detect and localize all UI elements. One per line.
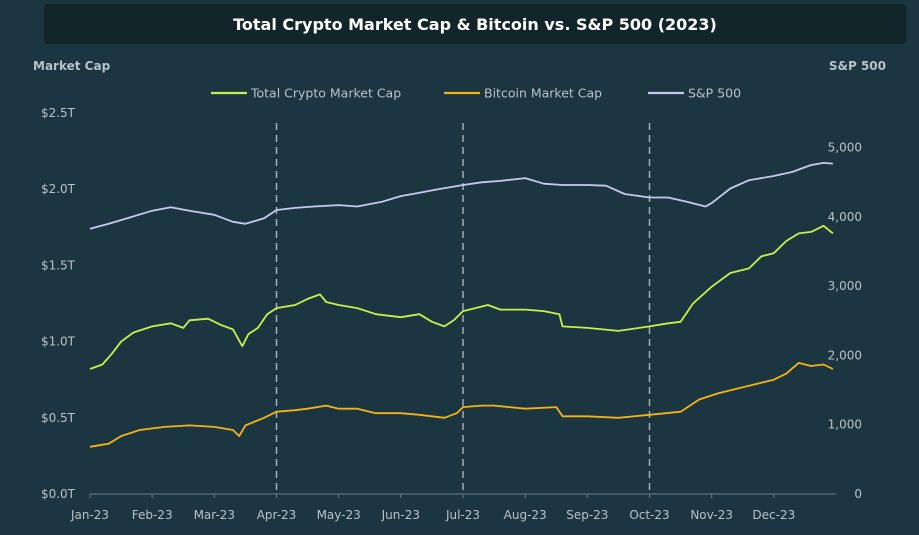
- left-tick-label: $1.5T: [41, 258, 76, 272]
- legend-label: Bitcoin Market Cap: [484, 86, 602, 101]
- chart-legend: Total Crypto Market Cap Bitcoin Market Ca…: [211, 86, 741, 101]
- x-tick-label: Oct-23: [629, 508, 669, 522]
- x-tick-label: Sep-23: [566, 508, 608, 522]
- chart-title: Total Crypto Market Cap & Bitcoin vs. S&…: [44, 4, 906, 44]
- right-tick-label: 1,000: [828, 418, 862, 432]
- legend-label: Total Crypto Market Cap: [250, 86, 401, 101]
- left-tick-label: $2.0T: [41, 182, 76, 196]
- left-tick-label: $2.5T: [41, 106, 76, 120]
- chart-title-text: Total Crypto Market Cap & Bitcoin vs. S&…: [233, 14, 717, 34]
- x-axis: Jan-23 Feb-23 Mar-23 Apr-23 May-23 Jun-23 Jul-…: [70, 494, 795, 522]
- series-line-total-crypto-market-cap: [89, 224, 834, 370]
- left-tick-label: $1.0T: [41, 335, 76, 349]
- right-tick-label: 0: [854, 487, 862, 501]
- x-tick-label: Apr-23: [257, 508, 297, 522]
- x-tick-label: May-23: [317, 508, 361, 522]
- x-tick-label: Mar-23: [194, 508, 235, 522]
- x-tick-label: Nov-23: [690, 508, 733, 522]
- quarter-markers: [275, 123, 651, 494]
- x-tick-label: Feb-23: [132, 508, 173, 522]
- left-tick-label: $0.0T: [41, 487, 76, 501]
- series-lines: [89, 161, 834, 448]
- right-axis: 0 1,000 2,000 3,000 4,000 5,000: [828, 141, 862, 501]
- x-tick-label: Jul-23: [445, 508, 480, 522]
- left-tick-label: $0.5T: [41, 411, 76, 425]
- right-tick-label: 2,000: [828, 348, 862, 362]
- series-line-s-p-500: [89, 161, 833, 230]
- x-tick-label: Jan-23: [70, 508, 109, 522]
- x-tick-label: Aug-23: [504, 508, 547, 522]
- series-line-bitcoin-market-cap: [89, 361, 834, 448]
- right-tick-label: 5,000: [828, 141, 862, 155]
- right-axis-title: S&P 500: [828, 59, 886, 73]
- right-tick-label: 4,000: [828, 210, 862, 224]
- left-axis: $0.0T $0.5T $1.0T $1.5T $2.0T $2.5T: [41, 106, 76, 501]
- right-tick-label: 3,000: [828, 279, 862, 293]
- x-tick-label: Dec-23: [752, 508, 795, 522]
- x-tick-label: Jun-23: [381, 508, 420, 522]
- left-axis-title: Market Cap: [33, 59, 111, 73]
- legend-label: S&P 500: [688, 86, 741, 101]
